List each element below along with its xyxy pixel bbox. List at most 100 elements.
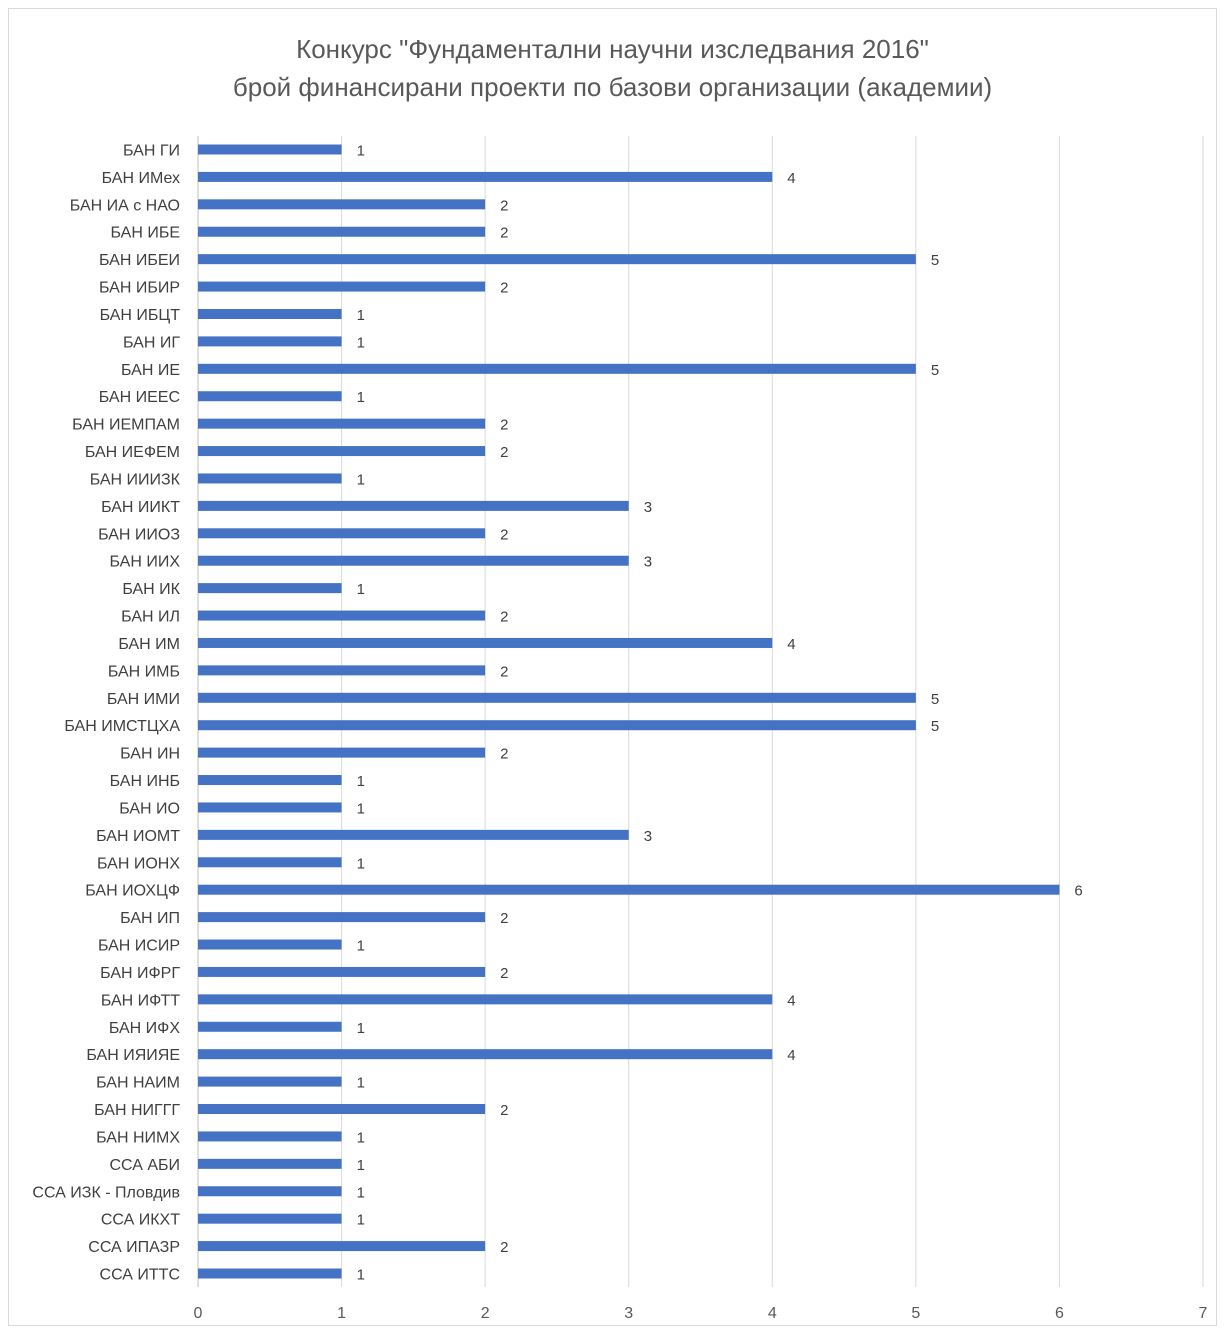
data-label: 5 <box>931 252 939 269</box>
bar <box>198 391 342 402</box>
bar <box>198 171 773 182</box>
category-label: БАН ИИХ <box>110 554 181 571</box>
data-label: 4 <box>787 1047 795 1064</box>
bar <box>198 1104 486 1115</box>
category-label: БАН ИОНХ <box>97 855 180 872</box>
data-label: 5 <box>931 691 939 708</box>
chart-title-block: Конкурс "Фундаментални научни изследвани… <box>0 30 1225 106</box>
category-label: БАН ИМИ <box>107 691 180 708</box>
category-label: ССА ИТТС <box>100 1267 180 1284</box>
category-label: БАН ИЕ <box>121 362 180 379</box>
category-label: БАН ИИИЗК <box>90 471 181 488</box>
category-label: БАН НАИМ <box>96 1075 180 1092</box>
category-label: БАН НИГГГ <box>94 1102 180 1119</box>
category-label: БАН ИН <box>120 746 180 763</box>
category-label: БАН ИФТТ <box>101 992 180 1009</box>
data-label: 1 <box>357 938 365 955</box>
category-label: БАН ИГ <box>123 334 180 351</box>
bar <box>198 912 486 923</box>
data-label: 1 <box>357 773 365 790</box>
x-tick-label: 3 <box>624 1305 633 1322</box>
data-label: 1 <box>357 471 365 488</box>
bar <box>198 1131 342 1142</box>
category-label: БАН ИБЕ <box>111 225 181 242</box>
data-label: 4 <box>787 170 795 187</box>
category-label: БАН ИЕФЕМ <box>85 444 180 461</box>
category-label: ССА ИЗК - Пловдив <box>32 1184 180 1201</box>
category-label: БАН ИФХ <box>109 1020 180 1037</box>
x-tick-label: 7 <box>1199 1305 1208 1322</box>
bar <box>198 500 629 511</box>
category-label: БАН ИИКТ <box>101 499 180 516</box>
data-label: 4 <box>787 992 795 1009</box>
data-label: 2 <box>500 225 508 242</box>
data-label: 1 <box>357 1075 365 1092</box>
bar <box>198 720 916 731</box>
data-label: 1 <box>357 334 365 351</box>
data-label: 2 <box>500 1102 508 1119</box>
category-label: БАН НИМХ <box>96 1129 180 1146</box>
data-label: 1 <box>357 389 365 406</box>
category-label: БАН ИЛ <box>121 609 180 626</box>
x-tick-label: 2 <box>481 1305 490 1322</box>
category-label: БАН ИБЕИ <box>99 252 180 269</box>
gridlines <box>197 136 1204 1287</box>
category-label: БАН ИИОЗ <box>98 526 180 543</box>
x-tick-label: 4 <box>768 1305 777 1322</box>
category-label: ССА ИКХТ <box>101 1212 180 1229</box>
category-label: БАН ИК <box>122 581 180 598</box>
data-label: 1 <box>357 1267 365 1284</box>
x-tick-labels: 0 1 2 3 4 5 6 7 <box>194 1305 1208 1322</box>
bar <box>198 1213 342 1224</box>
category-label: ССА АБИ <box>109 1157 180 1174</box>
data-label: 2 <box>500 526 508 543</box>
data-labels: 1 4 2 2 5 2 1 1 5 1 2 2 1 3 2 3 1 2 4 2 5 5 2 1 1 3 1 6 2 1 2 4 1 4 1 2 1 1 1 1… <box>357 143 1083 1284</box>
category-label: БАН ИОХЦФ <box>85 883 180 900</box>
bar <box>198 418 486 429</box>
data-label: 2 <box>500 280 508 297</box>
data-label: 5 <box>931 718 939 735</box>
bar <box>198 857 342 868</box>
category-label: БАН ИМ <box>118 636 180 653</box>
bar <box>198 199 486 210</box>
category-label: БАН ИП <box>120 910 180 927</box>
category-label: БАН ИЯИЯЕ <box>86 1047 180 1064</box>
data-label: 3 <box>644 828 652 845</box>
bar <box>198 1076 342 1087</box>
data-label: 3 <box>644 554 652 571</box>
category-label: БАН ИМСТЦХА <box>64 718 180 735</box>
x-tick-label: 6 <box>1055 1305 1064 1322</box>
data-label: 2 <box>500 663 508 680</box>
data-label: 1 <box>357 143 365 160</box>
bar <box>198 363 916 374</box>
data-label: 1 <box>357 1157 365 1174</box>
data-label: 1 <box>357 855 365 872</box>
category-label: БАН ИМех <box>102 170 180 187</box>
bar <box>198 308 342 319</box>
data-label: 2 <box>500 965 508 982</box>
bar <box>198 555 629 566</box>
data-label: 2 <box>500 910 508 927</box>
bar <box>198 1049 773 1060</box>
bar <box>198 966 486 977</box>
data-label: 2 <box>500 746 508 763</box>
bar <box>198 1241 486 1252</box>
data-label: 1 <box>357 1020 365 1037</box>
bar <box>198 226 486 237</box>
x-tick-label: 1 <box>337 1305 346 1322</box>
category-label: БАН ИБЦТ <box>100 307 181 324</box>
category-label: БАН ИНБ <box>110 773 180 790</box>
bar <box>198 939 342 950</box>
chart-subtitle: брой финансирани проекти по базови орган… <box>232 72 993 102</box>
category-label: БАН ИЕЕС <box>99 389 180 406</box>
data-label: 1 <box>357 307 365 324</box>
category-label: БАН ГИ <box>123 143 180 160</box>
chart-title: Конкурс "Фундаментални научни изследвани… <box>296 34 929 64</box>
category-labels: БАН ГИ БАН ИМех БАН ИА с НАО БАН ИБЕ БАН ИБЕ… <box>32 143 180 1284</box>
category-label: БАН ИБИР <box>99 280 180 297</box>
category-label: БАН ИА с НАО <box>70 197 180 214</box>
bar <box>198 747 486 758</box>
data-label: 1 <box>357 1129 365 1146</box>
data-label: 4 <box>787 636 795 653</box>
